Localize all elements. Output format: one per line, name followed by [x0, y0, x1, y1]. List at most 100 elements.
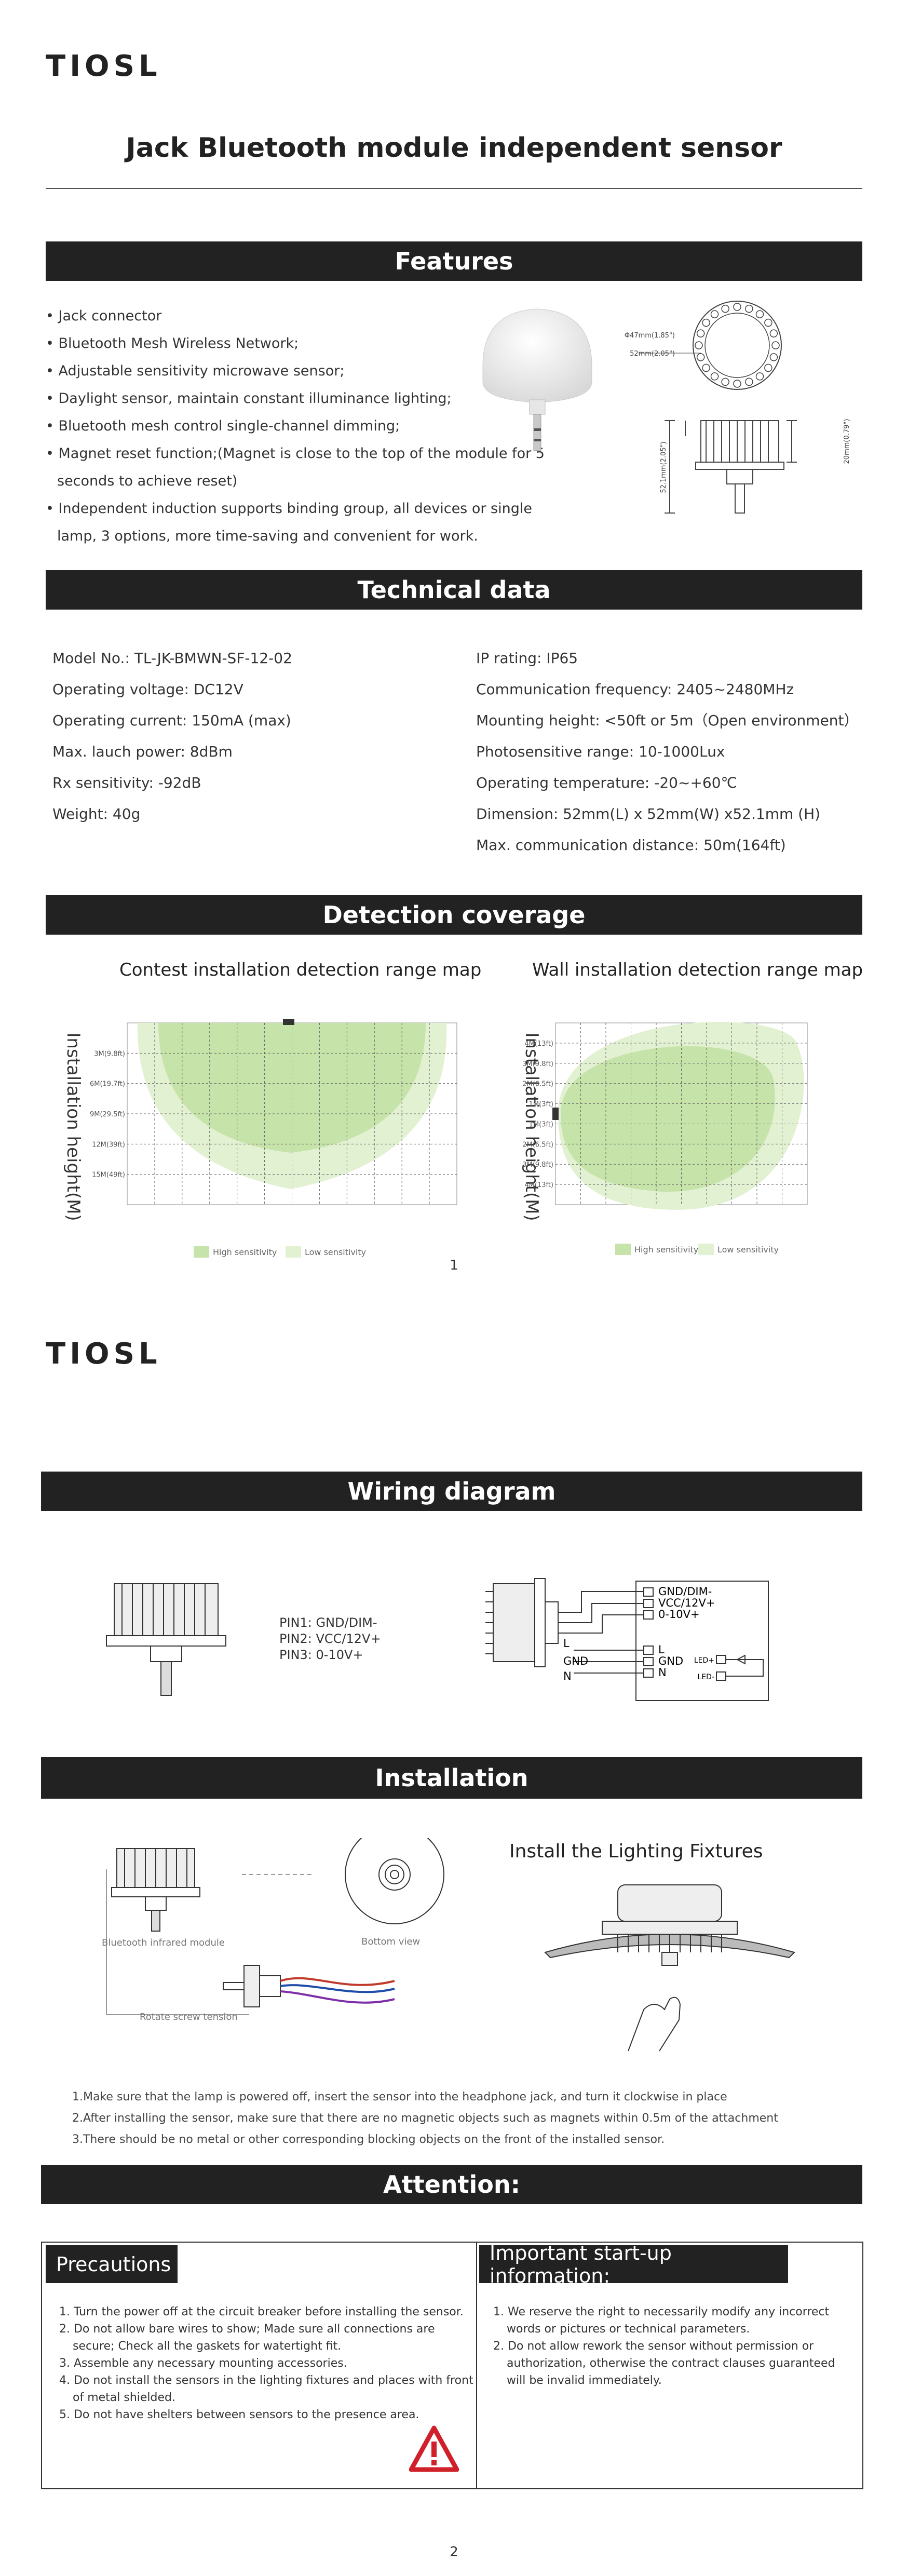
- graphic: [726, 1654, 764, 1677]
- graphic: [533, 414, 541, 451]
- graphic: [771, 341, 780, 349]
- list-item: 2. Do not allow bare wires to show; Made…: [59, 2323, 435, 2353]
- graphic: [615, 1244, 631, 1255]
- doc-title: Jack Bluetooth module independent sensor: [126, 132, 782, 164]
- page-number: 1: [450, 1258, 458, 1273]
- list-item: Rx sensitivity: -92dB: [52, 774, 201, 791]
- section-bar: Wiring diagram: [41, 1472, 862, 1511]
- graphic: [482, 308, 592, 403]
- list-item: • Daylight sensor, maintain constant ill…: [46, 390, 452, 407]
- list-item: 4. Do not install the sensors in the lig…: [59, 2374, 473, 2404]
- graphic: [534, 439, 541, 441]
- graphic: [194, 1246, 209, 1258]
- box-header: Precautions: [46, 2245, 178, 2283]
- terminal-label: VCC/12V+: [658, 1597, 715, 1609]
- graphic: [716, 1671, 726, 1681]
- tech-left: Model No.: TL-JK-BMWN-SF-12-02 Operating …: [52, 643, 292, 830]
- list-item: 3.There should be no metal or other corr…: [72, 2133, 665, 2146]
- graphic: [602, 1921, 738, 1935]
- graphic: [695, 341, 703, 349]
- graphic: [716, 1655, 726, 1664]
- mains-label: L: [563, 1637, 570, 1650]
- sensor-drawing: [106, 1583, 226, 1696]
- graphic: [721, 377, 729, 386]
- graphic: [106, 1635, 226, 1647]
- graphic: [106, 1583, 226, 1696]
- coverage-map: Installation height(M) 3M(9.8ft) 6M(19.7f…: [63, 1019, 457, 1258]
- legend-text: High sensitivity: [213, 1247, 277, 1257]
- fixture-drawing: [544, 1884, 795, 2052]
- list-item: PIN1: GND/DIM-: [279, 1615, 377, 1630]
- precaution-list: 1. Turn the power off at the circuit bre…: [59, 2303, 475, 2423]
- section-bar: Installation: [41, 1757, 862, 1799]
- graphic: [561, 1046, 775, 1192]
- fixture-title: Install the Lighting Fixtures: [509, 1841, 763, 1862]
- legend-text: Low sensitivity: [717, 1245, 779, 1255]
- graphic: [635, 1581, 769, 1701]
- graphic: [552, 1108, 559, 1120]
- graphic: [544, 1934, 795, 1959]
- graphic: [702, 318, 710, 327]
- figure-label: Bottom view: [361, 1936, 420, 1947]
- list-item: Model No.: TL-JK-BMWN-SF-12-02: [52, 650, 292, 667]
- dimension-label: 52.1mm(2.05"): [660, 441, 668, 493]
- graphic: [710, 310, 719, 318]
- box-header: Important start-up information:: [479, 2242, 788, 2287]
- list-item: Communication frequency: 2405~2480MHz: [476, 681, 794, 698]
- graphic: [431, 2460, 437, 2465]
- list-item: Mounting height: <50ft or 5m（Open enviro…: [476, 712, 859, 729]
- row-label: 9M(29.5ft): [90, 1111, 125, 1118]
- graphic: [150, 1646, 182, 1662]
- list-item: 1.Make sure that the lamp is powered off…: [72, 2091, 727, 2103]
- list-item: Photosensitive range: 10-1000Lux: [476, 743, 725, 760]
- list-item: Max. lauch power: 8dBm: [52, 743, 233, 760]
- graphic: [280, 1990, 395, 2004]
- map-title: Wall installation detection range map: [532, 960, 863, 980]
- led-label: LED+: [694, 1656, 714, 1665]
- graphic: [643, 1657, 654, 1666]
- graphic: [698, 1244, 714, 1255]
- logo: TIOSL: [46, 1337, 161, 1371]
- list-item: 1. Turn the power off at the circuit bre…: [59, 2305, 464, 2318]
- product-figure: Φ47mm(1.85") 52mm(2.05") 20mm(0.79") 52.…: [482, 301, 851, 514]
- wiring-schematic: GND/DIM- VCC/12V+ 0-10V+ L GND N L GND N…: [485, 1578, 769, 1701]
- terminal-label: GND: [658, 1655, 683, 1667]
- pin-list: PIN1: GND/DIM- PIN2: VCC/12V+ PIN3: 0-10V+: [279, 1615, 381, 1663]
- graphic: [733, 303, 741, 311]
- section-bar: Detection coverage: [46, 895, 862, 935]
- list-item: • Bluetooth mesh control single-channel …: [46, 418, 400, 434]
- graphic: [617, 1934, 722, 1952]
- graphic: [661, 1952, 678, 1966]
- list-item: Operating current: 150mA (max): [52, 712, 291, 729]
- graphic: [283, 1019, 294, 1025]
- graphic: [574, 1650, 644, 1674]
- list-item: IP rating: IP65: [476, 650, 578, 667]
- graphic: [745, 304, 753, 313]
- section-bar: Attention:: [41, 2165, 862, 2204]
- row-label: 2M(6.5ft): [522, 1081, 553, 1088]
- graphic: [145, 1896, 167, 1911]
- graphic: [764, 318, 773, 327]
- terminal-label: N: [658, 1666, 667, 1679]
- graphic: [702, 363, 710, 372]
- graphic: [706, 421, 769, 462]
- graphic: [111, 1887, 200, 1897]
- graphic: [544, 1884, 795, 2052]
- list-item: • Bluetooth Mesh Wireless Network;: [46, 335, 299, 352]
- terminal-label: 0-10V+: [658, 1608, 700, 1621]
- graphic: [485, 1578, 769, 1701]
- list-item: Max. communication distance: 50m(164ft): [476, 837, 786, 854]
- list-item: 5. Do not have shelters between sensors …: [59, 2408, 419, 2421]
- graphic: [558, 1591, 644, 1634]
- installation-notes: 1.Make sure that the lamp is powered off…: [72, 2086, 778, 2150]
- graphic: [617, 1884, 722, 1922]
- graphic: [106, 1838, 444, 2015]
- graphic: [643, 1587, 654, 1597]
- graphic: [243, 1965, 260, 2007]
- feature-list: • Jack connector • Bluetooth Mesh Wireles…: [46, 302, 560, 550]
- graphic: [106, 1869, 249, 2015]
- row-label: 4M(13ft): [524, 1040, 553, 1048]
- graphic: [721, 304, 729, 313]
- graphic: [158, 1023, 426, 1153]
